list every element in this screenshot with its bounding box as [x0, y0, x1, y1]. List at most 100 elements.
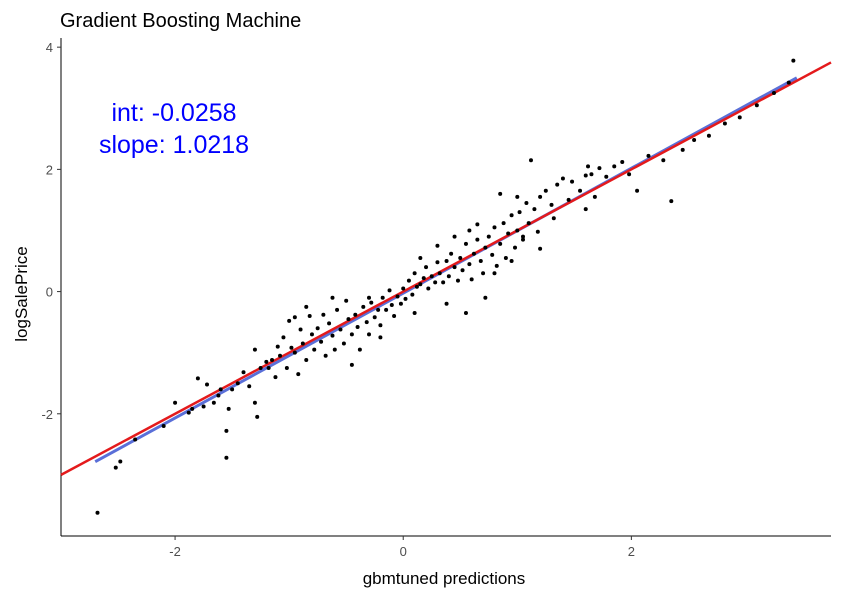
- scatter-point: [521, 234, 525, 239]
- scatter-point: [481, 271, 486, 276]
- scatter-point: [270, 358, 275, 363]
- scatter-point: [384, 307, 389, 312]
- scatter-point: [332, 347, 337, 352]
- scatter-point: [230, 387, 235, 392]
- scatter-point: [205, 382, 210, 387]
- scatter-point: [380, 295, 385, 300]
- scatter-point: [435, 243, 440, 248]
- scatter-point: [463, 310, 468, 315]
- scatter-point: [330, 295, 335, 300]
- scatter-point: [570, 179, 575, 184]
- scatter-point: [478, 259, 483, 264]
- scatter-point: [435, 260, 440, 265]
- x-axis-title: gbmtuned predictions: [363, 569, 526, 588]
- scatter-point: [353, 312, 358, 317]
- scatter-point: [195, 376, 200, 381]
- scatter-point: [578, 188, 583, 193]
- scatter-point: [389, 303, 394, 308]
- scatter-point: [469, 277, 474, 282]
- scatter-point: [367, 332, 371, 337]
- scatter-point: [304, 358, 309, 363]
- scatter-point: [349, 332, 354, 337]
- scatter-point: [211, 400, 216, 405]
- scatter-point: [224, 428, 229, 433]
- scatter-point: [218, 387, 223, 392]
- annotation-text: slope: 1.0218: [99, 131, 249, 159]
- scatter-point: [521, 237, 525, 242]
- scatter-point: [437, 271, 442, 276]
- scatter-point: [186, 410, 191, 415]
- scatter-point: [118, 459, 123, 464]
- scatter-point: [275, 344, 280, 349]
- scatter-point: [266, 365, 271, 370]
- scatter-point: [583, 173, 588, 178]
- scatter-point: [620, 160, 625, 165]
- scatter-point: [589, 172, 594, 177]
- scatter-point: [551, 216, 556, 221]
- scatter-point: [323, 353, 328, 358]
- scatter-point: [543, 188, 548, 193]
- scatter-point: [483, 295, 488, 300]
- scatter-point: [292, 350, 297, 355]
- scatter-point: [95, 510, 100, 515]
- scatter-point: [307, 314, 312, 319]
- scatter-point: [509, 259, 514, 264]
- scatter-point: [492, 225, 497, 230]
- scatter-point: [372, 315, 377, 320]
- scatter-point: [287, 318, 292, 323]
- scatter-point: [680, 147, 685, 152]
- scatter-point: [498, 241, 503, 246]
- annotation-group: int: -0.0258 slope: 1.0218: [99, 99, 249, 159]
- scatter-point: [281, 335, 286, 340]
- scatter-point: [509, 213, 514, 218]
- scatter-point: [330, 333, 335, 338]
- scatter-point: [113, 465, 118, 470]
- scatter-point: [458, 255, 463, 260]
- scatter-point: [247, 384, 252, 389]
- scatter-point: [255, 414, 260, 419]
- scatter-point: [492, 271, 497, 276]
- scatter-point: [224, 455, 229, 460]
- scatter-point: [278, 353, 283, 358]
- scatter-point: [538, 194, 543, 199]
- scatter-point: [414, 284, 419, 289]
- scatter-point: [378, 323, 383, 328]
- scatter-point: [412, 271, 417, 276]
- scatter-point: [560, 176, 565, 181]
- scatter-point: [289, 345, 294, 350]
- y-tick-label: 2: [46, 162, 53, 177]
- scatter-point: [583, 207, 588, 212]
- scatter-point: [344, 298, 349, 303]
- scatter-point: [455, 278, 460, 283]
- scatter-point: [398, 301, 403, 306]
- scatter-point: [319, 339, 324, 344]
- scatter-point: [612, 164, 617, 169]
- scatter-point: [401, 286, 406, 291]
- scatter-point: [449, 251, 454, 256]
- scatter-point: [475, 237, 480, 242]
- scatter-point: [258, 365, 263, 370]
- scatter-point: [791, 58, 796, 63]
- scatter-point: [418, 255, 423, 260]
- scatter-point: [555, 182, 560, 187]
- scatter-point: [321, 312, 326, 317]
- scatter-point: [376, 307, 381, 312]
- scatter-point: [586, 164, 591, 169]
- scatter-point: [241, 370, 246, 375]
- y-tick-label: -2: [41, 407, 53, 422]
- scatter-point: [771, 90, 776, 95]
- scatter-point: [460, 268, 465, 273]
- scatter-point: [661, 158, 666, 163]
- scatter-point: [357, 347, 362, 352]
- scatter-point: [341, 341, 346, 346]
- identity-line: [60, 61, 832, 476]
- scatter-point: [335, 307, 340, 312]
- y-tick-label: 4: [46, 40, 53, 55]
- scatter-point: [604, 174, 609, 179]
- scatter-point: [418, 282, 423, 287]
- scatter-point: [526, 221, 531, 226]
- scatter-point: [292, 315, 297, 320]
- scatter-point: [754, 103, 759, 108]
- scatter-point: [252, 400, 257, 405]
